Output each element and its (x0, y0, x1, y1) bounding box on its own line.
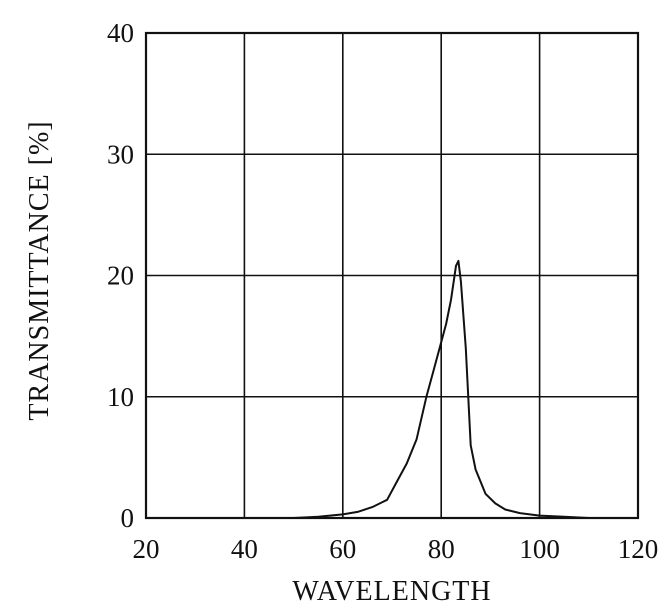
y-axis-title: TRANSMITTANCE [%] (24, 120, 55, 420)
x-tick-label: 100 (519, 534, 560, 564)
x-tick-labels: 20 40 60 80 100 120 (133, 534, 659, 564)
y-tick-label: 20 (107, 261, 134, 291)
x-tick-label: 40 (231, 534, 258, 564)
y-tick-labels: 0 10 20 30 40 (107, 18, 134, 533)
grid (146, 33, 638, 518)
x-tick-label: 120 (618, 534, 659, 564)
y-tick-label: 30 (107, 139, 134, 169)
x-tick-label: 60 (329, 534, 356, 564)
plot-frame (144, 31, 640, 520)
y-tick-label: 10 (107, 382, 134, 412)
y-tick-label: 0 (121, 503, 135, 533)
x-tick-label: 20 (133, 534, 160, 564)
transmittance-curve (244, 259, 589, 519)
x-axis-title: WAVELENGTH (292, 576, 491, 607)
y-tick-label: 40 (107, 18, 134, 48)
x-tick-label: 80 (428, 534, 455, 564)
